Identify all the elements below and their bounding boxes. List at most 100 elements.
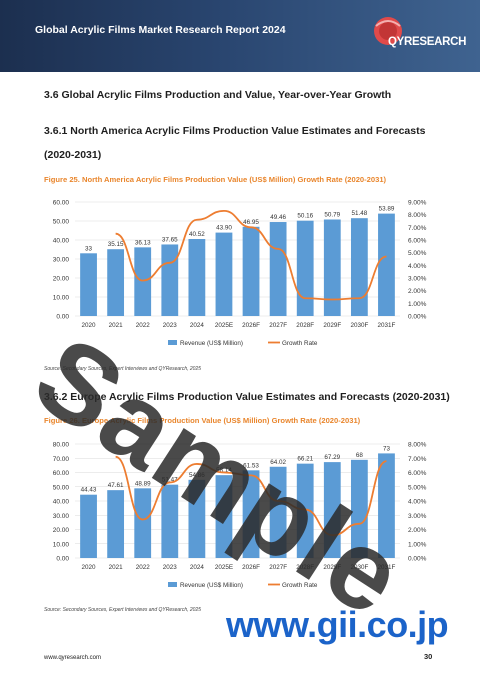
bar-value-label: 49.46 xyxy=(270,214,286,221)
bar-value-label: 51.47 xyxy=(162,477,178,484)
report-title: Global Acrylic Films Market Research Rep… xyxy=(35,24,286,36)
bar xyxy=(215,232,233,316)
bar-value-label: 66.21 xyxy=(297,456,313,463)
figure-caption-26: Figure 26. Europe Acrylic Films Producti… xyxy=(44,416,361,425)
bar xyxy=(378,453,395,558)
y2-tick-label: 7.00% xyxy=(408,225,427,232)
bar xyxy=(269,222,287,316)
y2-tick-label: 5.00% xyxy=(408,250,427,257)
y-tick-label: 50.00 xyxy=(53,484,70,491)
bar-value-label: 43.90 xyxy=(216,225,232,232)
y-tick-label: 30.00 xyxy=(53,257,70,264)
y2-tick-label: 6.00% xyxy=(408,238,427,245)
bar xyxy=(242,470,260,558)
bar xyxy=(134,488,152,558)
x-tick-label: 2026F xyxy=(242,322,260,329)
bar-value-label: 37.65 xyxy=(162,236,178,243)
x-tick-label: 2031F xyxy=(378,322,396,329)
y2-tick-label: 8.00% xyxy=(408,442,427,449)
north-america-chart: 0.00 10.00 20.00 30.00 40.00 50.00 60.00 0.00% 1… xyxy=(53,200,427,348)
bar xyxy=(378,213,395,316)
section-heading: 3.6 Global Acrylic Films Production and … xyxy=(44,89,392,101)
bar-value-label: 48.89 xyxy=(135,480,151,487)
bar xyxy=(269,466,287,558)
page-number: 30 xyxy=(424,652,433,661)
y2-tick-label: 2.00% xyxy=(408,288,427,295)
growth-rate-line xyxy=(115,455,387,537)
y2-tick-label: 3.00% xyxy=(408,513,427,520)
legend-revenue-label: Revenue (US$ Million) xyxy=(180,340,243,347)
y-tick-label: 60.00 xyxy=(53,200,70,207)
y-tick-label: 60.00 xyxy=(53,470,70,477)
bar xyxy=(188,239,206,316)
y2-tick-label: 4.00% xyxy=(408,263,427,270)
y2-tick-label: 8.00% xyxy=(408,212,427,219)
bar xyxy=(80,494,97,558)
bar-value-label: 50.79 xyxy=(324,211,340,218)
x-tick-label: 2023 xyxy=(163,322,178,329)
source-note-1: Source: Secondary Sources, Expert Interv… xyxy=(44,366,202,372)
x-tick-label: 2020 xyxy=(82,564,97,571)
y2-tick-label: 0.00% xyxy=(408,556,427,563)
y2-tick-label: 3.00% xyxy=(408,276,427,283)
x-tick-label: 2021 xyxy=(109,322,124,329)
growth-rate-line xyxy=(115,209,387,301)
y-tick-label: 40.00 xyxy=(53,499,70,506)
x-tick-label: 2030F xyxy=(350,564,368,571)
bar-value-label: 64.02 xyxy=(270,459,286,466)
y2-tick-label: 1.00% xyxy=(408,301,427,308)
y2-tick-label: 1.00% xyxy=(408,541,427,548)
x-tick-label: 2027F xyxy=(269,322,287,329)
y2-tick-label: 2.00% xyxy=(408,527,427,534)
bar-value-label: 54.86 xyxy=(189,472,205,479)
x-tick-label: 2031F xyxy=(378,564,396,571)
x-tick-label: 2026F xyxy=(242,564,260,571)
logo-text: QYRESEARCH xyxy=(388,36,467,48)
bar xyxy=(296,220,314,316)
y2-tick-label: 7.00% xyxy=(408,456,427,463)
subsection-heading-north-america-years: (2020-2031) xyxy=(44,149,102,161)
y-tick-label: 50.00 xyxy=(53,219,70,226)
x-tick-label: 2022 xyxy=(136,322,151,329)
legend-revenue-swatch xyxy=(168,340,177,345)
y-tick-label: 20.00 xyxy=(53,276,70,283)
bar-value-label: 46.95 xyxy=(243,219,259,226)
bar xyxy=(161,484,179,558)
bar xyxy=(296,463,314,558)
bar xyxy=(242,226,260,316)
bar-value-label: 53.89 xyxy=(379,206,395,213)
bar xyxy=(350,218,368,316)
legend-growth-label: Growth Rate xyxy=(282,340,318,347)
y2-tick-label: 6.00% xyxy=(408,470,427,477)
bar-value-label: 47.61 xyxy=(108,482,124,489)
qyresearch-logo-icon xyxy=(374,17,402,45)
legend-growth-label: Growth Rate xyxy=(282,582,318,589)
y-tick-label: 40.00 xyxy=(53,238,70,245)
footer-url: www.qyresearch.com xyxy=(44,655,102,661)
source-note-2: Source: Secondary Sources, Expert Interv… xyxy=(44,607,202,613)
x-tick-label: 2028F xyxy=(296,322,314,329)
europe-chart: 0.00 10.00 20.00 30.00 40.00 50.00 60.00 70.00 8… xyxy=(53,442,427,590)
y-tick-label: 80.00 xyxy=(53,442,70,449)
y-tick-label: 0.00 xyxy=(56,314,69,321)
subsection-heading-north-america: 3.6.1 North America Acrylic Films Produc… xyxy=(44,125,426,137)
bar-value-label: 51.48 xyxy=(351,210,367,217)
figure-caption-25: Figure 25. North America Acrylic Films P… xyxy=(44,175,387,184)
bar-value-label: 73 xyxy=(383,445,391,452)
bar-value-label: 35.15 xyxy=(108,241,124,248)
bar-value-label: 61.53 xyxy=(243,462,259,469)
x-tick-label: 2029F xyxy=(323,564,341,571)
x-tick-label: 2025E xyxy=(215,564,233,571)
bar xyxy=(215,475,233,558)
bar xyxy=(323,219,341,316)
y2-tick-label: 5.00% xyxy=(408,484,427,491)
bar-value-label: 67.29 xyxy=(324,454,340,461)
y-tick-label: 10.00 xyxy=(53,295,70,302)
y-tick-label: 20.00 xyxy=(53,527,70,534)
y-tick-label: 30.00 xyxy=(53,513,70,520)
x-tick-label: 2025E xyxy=(215,322,233,329)
x-tick-label: 2020 xyxy=(82,322,97,329)
bar xyxy=(188,479,206,558)
y-tick-label: 0.00 xyxy=(56,556,69,563)
x-tick-label: 2028F xyxy=(296,564,314,571)
